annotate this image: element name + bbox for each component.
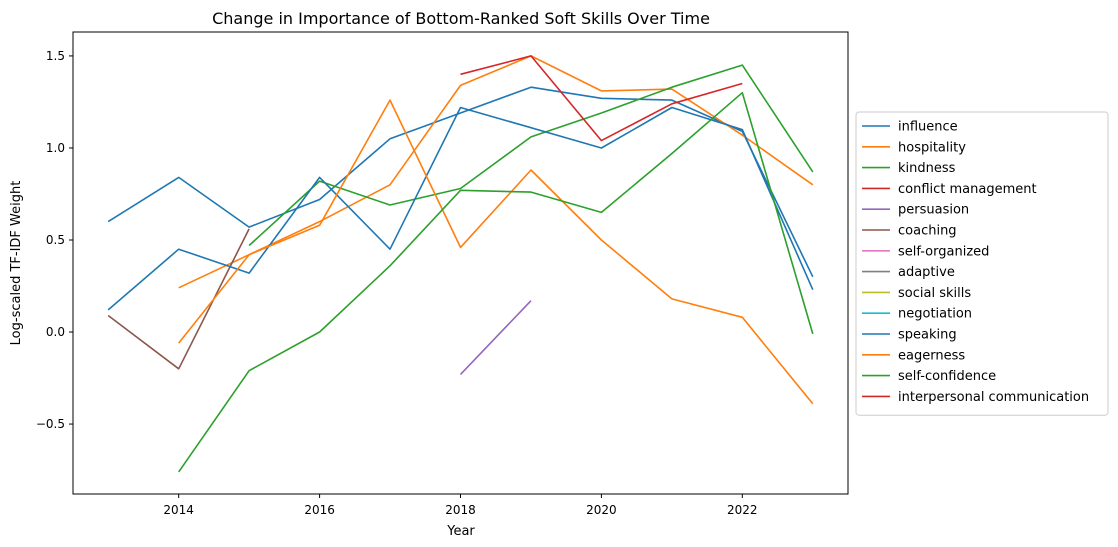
- plot-area-frame: [72, 31, 849, 495]
- legend-label-4: persuasion: [898, 203, 969, 218]
- series-line-3: [460, 55, 743, 142]
- legend-label-8: social skills: [898, 286, 971, 301]
- x-tick-label-3: 2020: [586, 503, 617, 517]
- legend-label-1: hospitality: [898, 140, 966, 155]
- series-line-10: [107, 106, 814, 311]
- series-line-1: [178, 55, 814, 289]
- series-lines: [107, 55, 814, 473]
- x-tick-label-2: 2018: [445, 503, 476, 517]
- x-tick-label-1: 2016: [304, 503, 335, 517]
- legend-label-10: speaking: [898, 328, 957, 343]
- legend-label-9: negotiation: [898, 307, 972, 322]
- y-tick-label-1: 0.0: [46, 325, 65, 339]
- legend-box: [855, 111, 1109, 416]
- y-tick-label-3: 1.0: [46, 141, 65, 155]
- legend-label-13: interpersonal communication: [898, 390, 1089, 405]
- series-line-4: [459, 300, 532, 375]
- x-tick-label-0: 2014: [163, 503, 194, 517]
- legend-label-6: self-organized: [898, 244, 989, 259]
- legend-label-3: conflict management: [898, 182, 1037, 197]
- legend: influence hospitality kindness conflict man…: [855, 111, 1109, 416]
- x-axis-label: Year: [446, 524, 475, 539]
- legend-label-2: kindness: [898, 161, 956, 176]
- series-line-0: [107, 86, 814, 278]
- y-axis-label: Log-scaled TF-IDF Weight: [9, 181, 24, 346]
- y-tick-label-0: −0.5: [36, 417, 65, 431]
- legend-label-5: coaching: [898, 224, 957, 239]
- legend-label-11: eagerness: [898, 348, 965, 363]
- chart-title: Change in Importance of Bottom-Ranked So…: [212, 9, 710, 28]
- series-line-11: [178, 99, 814, 405]
- axis-ticks: 2014 2016 2018 2020 2022 −0.5 0.0 0.5 1.0 1.5: [36, 49, 758, 517]
- y-tick-label-4: 1.5: [46, 49, 65, 63]
- series-line-5: [107, 228, 250, 370]
- y-tick-label-2: 0.5: [46, 233, 65, 247]
- legend-label-7: adaptive: [898, 265, 955, 280]
- legend-label-0: influence: [898, 120, 958, 135]
- series-line-12: [178, 91, 814, 473]
- legend-label-12: self-confidence: [898, 369, 996, 384]
- series-line-2: [248, 64, 814, 247]
- x-tick-label-4: 2022: [727, 503, 758, 517]
